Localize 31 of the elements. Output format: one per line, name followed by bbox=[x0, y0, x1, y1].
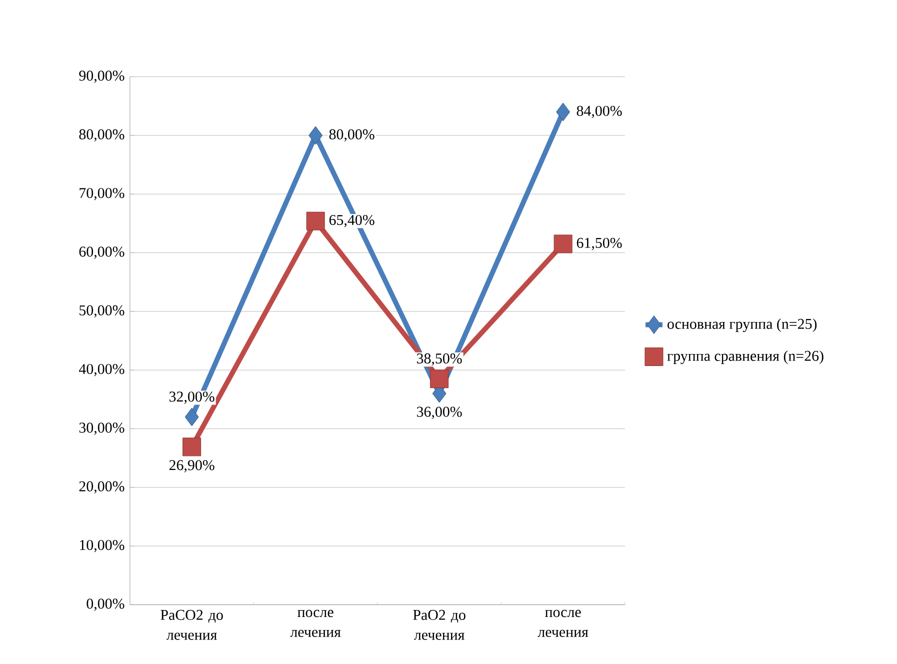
y-tick-label: 10,00% bbox=[80, 540, 124, 552]
point bbox=[308, 126, 323, 145]
data-label: 84,00% bbox=[576, 106, 622, 118]
data-label: 80,00% bbox=[329, 129, 374, 142]
y-tick-label: 60,00% bbox=[79, 246, 124, 259]
y-tick-label: 40,00% bbox=[78, 364, 124, 376]
data-label: 26,90% bbox=[169, 460, 214, 472]
y-tick-label: 70,00% bbox=[80, 188, 124, 200]
x-tick-label: PaCO2 до лечения bbox=[160, 610, 223, 640]
y-tick-label: 20,00% bbox=[79, 481, 124, 494]
point bbox=[182, 438, 202, 456]
x-tick-label: PaO2 до лечения bbox=[413, 610, 466, 640]
y-tick-label: 80,00% bbox=[79, 129, 124, 142]
data-label: 32,00% bbox=[170, 392, 214, 404]
point bbox=[556, 102, 570, 122]
data-label: 36,00% bbox=[417, 406, 462, 419]
legend-label: группа сравнения (n=26) bbox=[667, 350, 824, 364]
x-tick-label: после лечения bbox=[538, 610, 588, 638]
x-tick-label: после лечения bbox=[290, 610, 341, 638]
y-tick-label: 0,00% bbox=[86, 598, 124, 611]
y-tick-label: 50,00% bbox=[80, 305, 124, 318]
point bbox=[430, 370, 449, 388]
point bbox=[306, 212, 325, 230]
data-label: 65,40% bbox=[329, 214, 374, 228]
data-label: 61,50% bbox=[576, 238, 622, 250]
y-tick-label: 90,00% bbox=[79, 70, 124, 83]
point bbox=[554, 234, 572, 254]
y-tick-label: 30,00% bbox=[79, 422, 124, 435]
point bbox=[184, 408, 199, 426]
legend-label: основная группа (n=25) bbox=[668, 318, 817, 332]
data-label: 38,50% bbox=[417, 353, 462, 366]
